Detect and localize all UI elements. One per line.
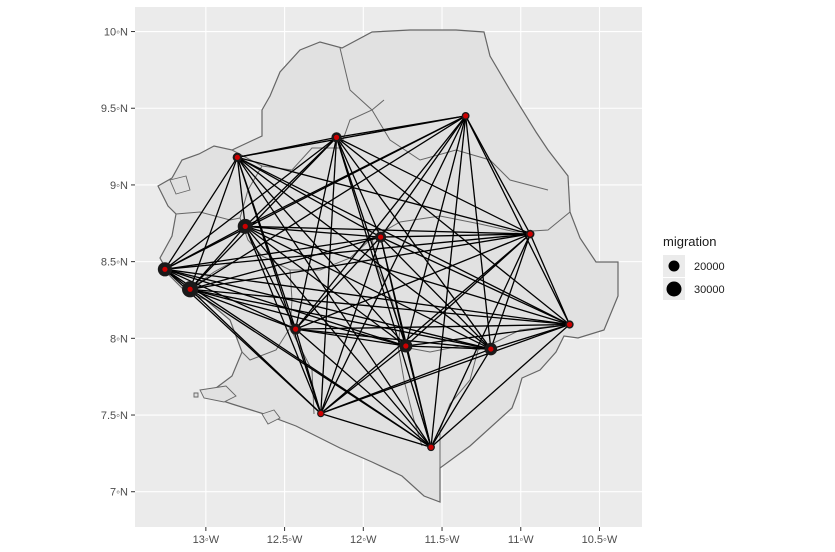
y-tick-label-0: 10◦N (104, 27, 128, 39)
y-tick-label-2: 9◦N (110, 180, 128, 192)
y-tick-label-5: 7.5◦N (101, 410, 128, 422)
legend-key-20000 (669, 261, 680, 272)
y-tick-label-1: 9.5◦N (101, 103, 128, 115)
migration-node-center-11 (488, 346, 493, 351)
migration-node-center-4 (463, 113, 468, 118)
migration-node-center-0 (162, 267, 167, 272)
legend-title: migration (663, 234, 716, 249)
migration-node-center-2 (235, 155, 240, 160)
y-tick-label-3: 8.5◦N (101, 257, 128, 269)
x-tick-label-5: 10.5◦W (582, 534, 618, 546)
x-tick-label-2: 12◦W (350, 534, 377, 546)
migration-node-center-12 (318, 411, 323, 416)
migration-node-center-13 (428, 445, 433, 450)
legend-label-20000: 20000 (694, 261, 725, 273)
x-tick-label-3: 11.5◦W (425, 534, 460, 546)
y-tick-label-4: 8◦N (110, 333, 128, 345)
migration-node-center-10 (403, 343, 408, 348)
migration-node-center-6 (378, 234, 383, 239)
legend: migration 20000 30000 (663, 234, 725, 300)
legend-key-30000 (667, 282, 682, 297)
x-tick-label-0: 13◦W (193, 534, 220, 546)
migration-node-center-9 (293, 327, 298, 332)
migration-node-center-5 (243, 224, 248, 229)
migration-node-center-1 (188, 287, 193, 292)
y-tick-label-6: 7◦N (110, 487, 128, 499)
migration-node-center-3 (334, 135, 339, 140)
x-tick-label-1: 12.5◦W (267, 534, 303, 546)
x-tick-label-4: 11◦W (508, 534, 534, 546)
migration-node-center-7 (528, 231, 533, 236)
legend-label-30000: 30000 (694, 284, 725, 296)
migration-node-center-8 (567, 322, 572, 327)
